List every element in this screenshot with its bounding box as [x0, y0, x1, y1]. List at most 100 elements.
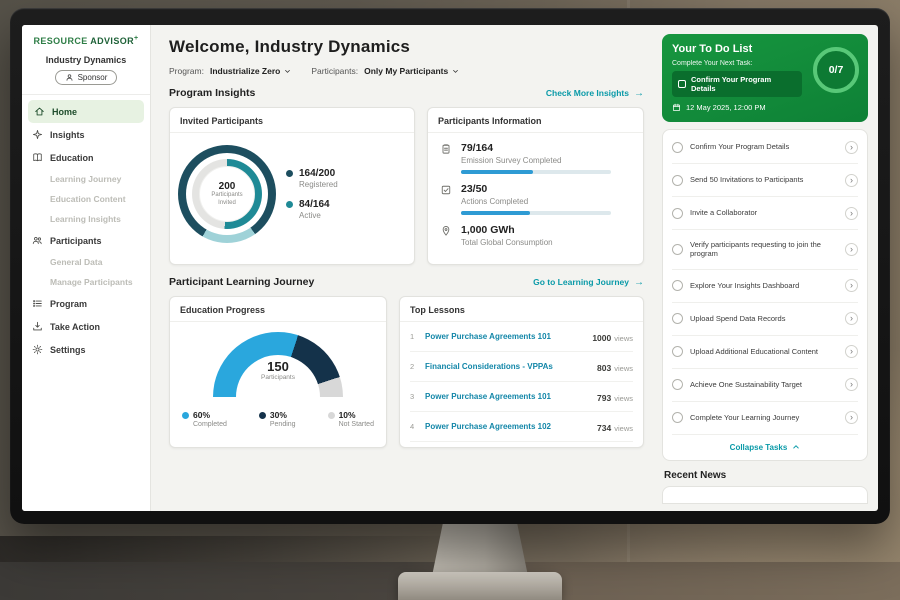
lesson-link[interactable]: Power Purchase Agreements 101 — [425, 332, 551, 341]
sidebar-item-learning-journey[interactable]: Learning Journey — [22, 169, 150, 189]
task-row-complete-learning-journey[interactable]: Complete Your Learning Journey — [672, 402, 858, 435]
todo-header-card: Your To Do List Complete Your Next Task:… — [662, 34, 868, 122]
lesson-row: 4 Power Purchase Agreements 102 734 views — [410, 412, 633, 442]
sponsor-badge[interactable]: Sponsor — [54, 70, 118, 85]
program-select[interactable]: Industrialize Zero — [210, 66, 291, 76]
logo-resource: RESOURCE — [33, 36, 88, 46]
sidebar-item-education[interactable]: Education — [22, 146, 150, 169]
task-row-upload-spend-data[interactable]: Upload Spend Data Records — [672, 303, 858, 336]
sidebar-item-label: Program — [50, 298, 88, 309]
task-row-send-invitations[interactable]: Send 50 Invitations to Participants — [672, 164, 858, 197]
checkbox-icon[interactable] — [672, 412, 683, 423]
org-name: Industry Dynamics — [45, 55, 127, 65]
chevron-right-icon[interactable] — [845, 206, 858, 220]
monitor-bezel: RESOURCE ADVISOR+ Industry Dynamics Spon… — [10, 8, 890, 524]
participants-select[interactable]: Only My Participants — [364, 66, 459, 76]
participants-filter-label: Participants: — [311, 66, 359, 76]
invited-donut-chart: 200 Participants Invited — [178, 145, 276, 243]
gauge-center-label: Participants — [261, 374, 295, 381]
lesson-row: 5 Power Purchase Agreements 103 600views — [410, 442, 633, 447]
legend-dot — [286, 170, 293, 177]
filter-bar: Program: Industrialize Zero Participants… — [169, 66, 644, 76]
invited-legend: 164/200 Registered 84/164 Active — [286, 168, 338, 220]
people-icon — [32, 236, 42, 245]
todo-title: Your To Do List — [672, 43, 753, 55]
lesson-row: 2 Financial Considerations - VPPAs 803 vi… — [410, 352, 633, 382]
program-select-value: Industrialize Zero — [209, 66, 281, 76]
next-task-button[interactable]: Confirm Your Program Details — [672, 71, 802, 97]
checkbox-icon[interactable] — [672, 141, 683, 153]
sidebar: RESOURCE ADVISOR+ Industry Dynamics Spon… — [22, 25, 151, 511]
donut-center-value: 200 — [218, 180, 236, 192]
checkbox-icon[interactable] — [672, 243, 683, 255]
monitor-stand-base — [398, 572, 562, 600]
location-pin-icon — [442, 226, 450, 236]
check-more-insights-link[interactable]: Check More Insights — [546, 88, 644, 99]
sidebar-item-program[interactable]: Program — [22, 292, 150, 315]
chevron-right-icon[interactable] — [845, 242, 858, 256]
legend-dot — [327, 412, 335, 419]
gear-icon — [32, 344, 43, 355]
card-title: Education Progress — [170, 297, 386, 322]
logo-advisor: ADVISOR — [90, 36, 135, 46]
checkbox-icon[interactable] — [672, 174, 683, 186]
dashboard-screen: RESOURCE ADVISOR+ Industry Dynamics Spon… — [22, 25, 878, 511]
chevron-right-icon[interactable] — [845, 140, 858, 154]
sidebar-item-participants[interactable]: Participants — [22, 229, 150, 252]
task-row-explore-insights[interactable]: Explore Your Insights Dashboard — [672, 270, 858, 303]
arrow-right-icon — [634, 277, 644, 288]
app-logo: RESOURCE ADVISOR+ — [22, 35, 150, 46]
next-task-due: 12 May 2025, 12:00 PM — [672, 103, 858, 112]
todo-tasks-card: Confirm Your Program Details Send 50 Inv… — [662, 129, 868, 461]
sidebar-item-home[interactable]: Home — [28, 100, 144, 123]
sidebar-item-insights[interactable]: Insights — [22, 123, 150, 146]
sidebar-item-learning-insights[interactable]: Learning Insights — [22, 209, 150, 229]
checkbox-icon[interactable] — [672, 346, 683, 357]
collapse-tasks-button[interactable]: Collapse Tasks — [672, 435, 858, 459]
task-row-upload-educational-content[interactable]: Upload Additional Educational Content — [672, 336, 858, 369]
card-title: Top Lessons — [400, 297, 643, 322]
sidebar-item-settings[interactable]: Settings — [22, 338, 150, 361]
book-icon — [33, 153, 42, 162]
task-row-verify-participants[interactable]: Verify participants requesting to join t… — [672, 230, 858, 270]
lesson-link[interactable]: Financial Considerations - VPPAs — [425, 362, 553, 371]
chevron-right-icon[interactable] — [845, 173, 858, 187]
checkbox-icon[interactable] — [672, 313, 683, 324]
sidebar-item-label: General Data — [50, 257, 103, 267]
sidebar-item-label: Education — [50, 152, 94, 163]
sidebar-item-take-action[interactable]: Take Action — [22, 315, 150, 338]
chevron-right-icon[interactable] — [845, 345, 858, 358]
checkbox-icon[interactable] — [672, 379, 683, 390]
clipboard-icon — [442, 144, 450, 154]
todo-panel: Your To Do List Complete Your Next Task:… — [654, 25, 878, 511]
card-title: Invited Participants — [170, 108, 414, 133]
link-label: Go to Learning Journey — [533, 277, 629, 287]
checkbox-icon[interactable] — [678, 80, 686, 88]
education-gauge-chart: 150 Participants — [213, 332, 343, 398]
actions-progress-bar — [461, 211, 611, 215]
go-to-learning-journey-link[interactable]: Go to Learning Journey — [533, 277, 644, 288]
card-title: Participants Information — [428, 108, 643, 133]
chevron-right-icon[interactable] — [845, 279, 858, 292]
lesson-row: 1 Power Purchase Agreements 101 1000 view… — [410, 322, 633, 352]
lesson-link[interactable]: Power Purchase Agreements 102 — [425, 422, 551, 431]
legend-dot — [258, 412, 266, 419]
checkbox-icon[interactable] — [672, 207, 683, 219]
checkbox-icon[interactable] — [672, 280, 683, 291]
chevron-right-icon[interactable] — [845, 378, 858, 391]
chevron-right-icon[interactable] — [845, 312, 858, 325]
sidebar-item-education-content[interactable]: Education Content — [22, 189, 150, 209]
sidebar-item-general-data[interactable]: General Data — [22, 252, 150, 272]
learning-journey-header: Participant Learning Journey Go to Learn… — [169, 276, 644, 288]
chevron-up-icon — [793, 445, 800, 449]
home-icon — [35, 107, 44, 116]
task-row-confirm-program[interactable]: Confirm Your Program Details — [672, 131, 858, 164]
participants-information-card: Participants Information 79/164 Emission… — [427, 107, 644, 265]
task-row-achieve-target[interactable]: Achieve One Sustainability Target — [672, 369, 858, 402]
sidebar-item-manage-participants[interactable]: Manage Participants — [22, 272, 150, 292]
sidebar-item-label: Manage Participants — [50, 277, 133, 287]
task-row-invite-collaborator[interactable]: Invite a Collaborator — [672, 197, 858, 230]
chevron-right-icon[interactable] — [845, 411, 858, 424]
lesson-link[interactable]: Power Purchase Agreements 101 — [425, 392, 551, 401]
education-legend: 60% Completed 30% Pending — [170, 398, 386, 428]
